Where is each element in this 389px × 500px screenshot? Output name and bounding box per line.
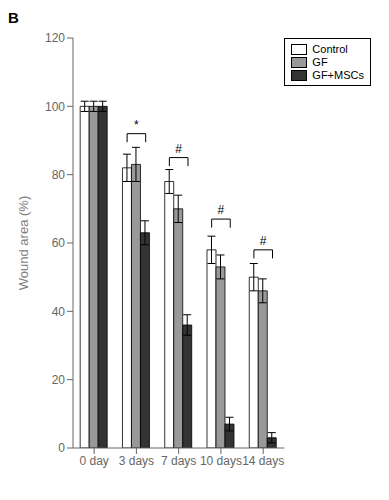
svg-text:40: 40 bbox=[52, 305, 66, 319]
svg-text:3 days: 3 days bbox=[119, 454, 154, 468]
svg-text:#: # bbox=[260, 234, 267, 248]
svg-text:10 days: 10 days bbox=[200, 454, 242, 468]
svg-text:100: 100 bbox=[45, 100, 65, 114]
html-text:GF: GF bbox=[312, 56, 328, 68]
svg-text:*: * bbox=[134, 118, 139, 132]
svg-text:Wound area (%): Wound area (%) bbox=[16, 196, 31, 290]
svg-text:14 days: 14 days bbox=[242, 454, 284, 468]
html-text:B: B bbox=[8, 9, 19, 26]
html-text:Control: Control bbox=[312, 43, 348, 55]
svg-text:80: 80 bbox=[52, 168, 66, 182]
svg-text:#: # bbox=[218, 203, 225, 217]
svg-text:#: # bbox=[175, 142, 182, 156]
svg-text:60: 60 bbox=[52, 236, 66, 250]
svg-text:0 day: 0 day bbox=[79, 454, 108, 468]
svg-text:20: 20 bbox=[52, 373, 66, 387]
html-text:GF+MSCs: GF+MSCs bbox=[312, 69, 364, 81]
svg-text:0: 0 bbox=[58, 441, 65, 455]
svg-text:120: 120 bbox=[45, 31, 65, 45]
svg-text:7 days: 7 days bbox=[161, 454, 196, 468]
